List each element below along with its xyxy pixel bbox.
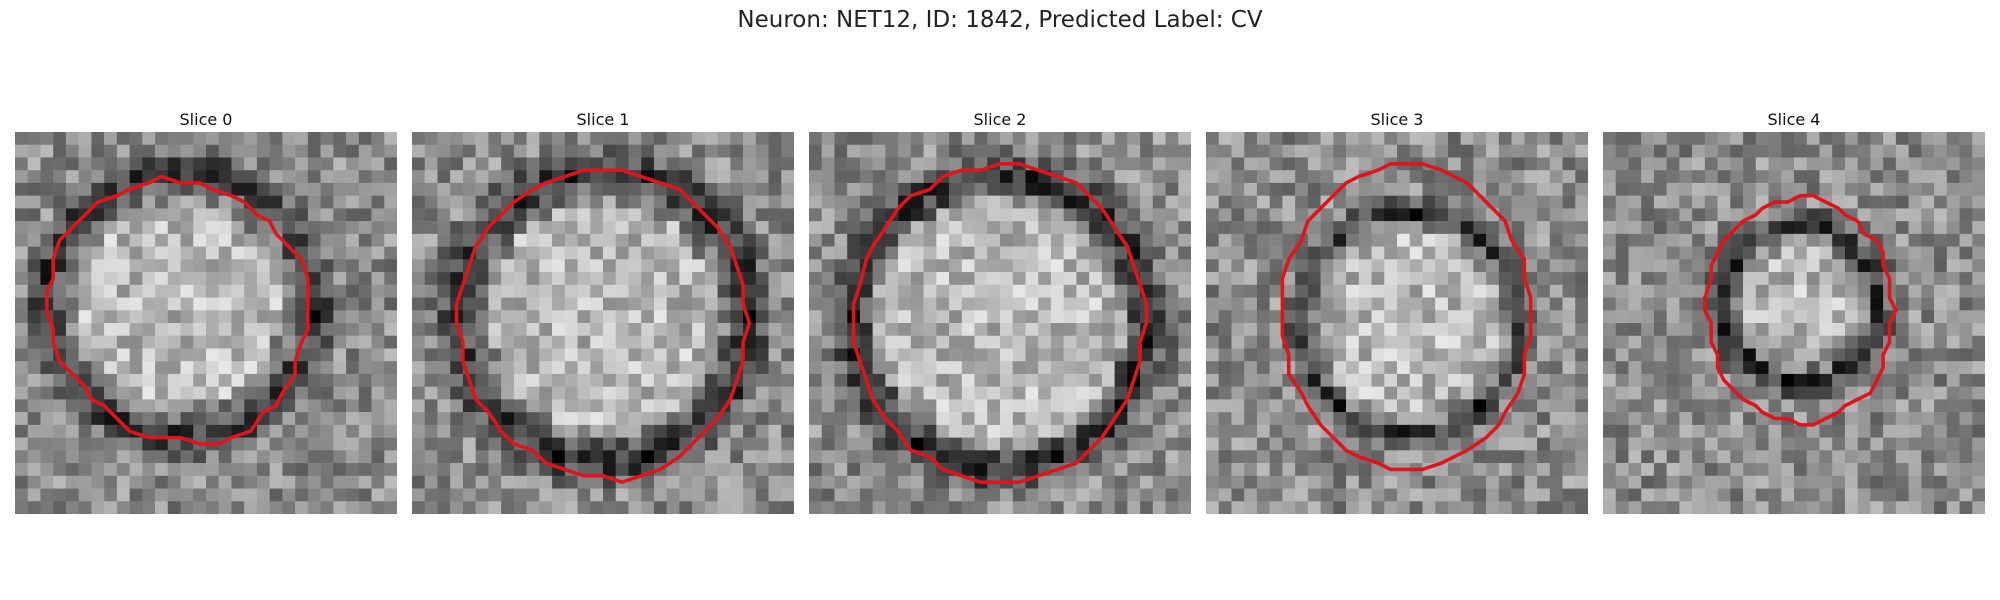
slice-image-4 bbox=[1603, 132, 1985, 514]
slice-panel-4: Slice 4 bbox=[1603, 108, 1985, 514]
slice-title-4: Slice 4 bbox=[1767, 110, 1821, 129]
slice-title-2: Slice 2 bbox=[973, 110, 1027, 129]
slice-panel-3: Slice 3 bbox=[1206, 108, 1588, 514]
slice-title-1: Slice 1 bbox=[576, 110, 630, 129]
contour-outline-1 bbox=[454, 168, 752, 485]
slice-image-2 bbox=[809, 132, 1191, 514]
slice-panel-2: Slice 2 bbox=[809, 108, 1191, 514]
contour-outline-3 bbox=[1280, 162, 1533, 472]
slice-panel-1: Slice 1 bbox=[412, 108, 794, 514]
contour-outline-2 bbox=[851, 162, 1149, 484]
contour-outline-4 bbox=[1703, 193, 1898, 427]
slice-panel-0: Slice 0 bbox=[15, 108, 397, 514]
slice-title-3: Slice 3 bbox=[1370, 110, 1424, 129]
figure-title: Neuron: NET12, ID: 1842, Predicted Label… bbox=[737, 7, 1263, 33]
contour-outline-0 bbox=[45, 174, 310, 446]
slice-title-0: Slice 0 bbox=[179, 110, 233, 129]
slice-image-3 bbox=[1206, 132, 1588, 514]
slice-image-0 bbox=[15, 132, 397, 514]
slice-image-1 bbox=[412, 132, 794, 514]
